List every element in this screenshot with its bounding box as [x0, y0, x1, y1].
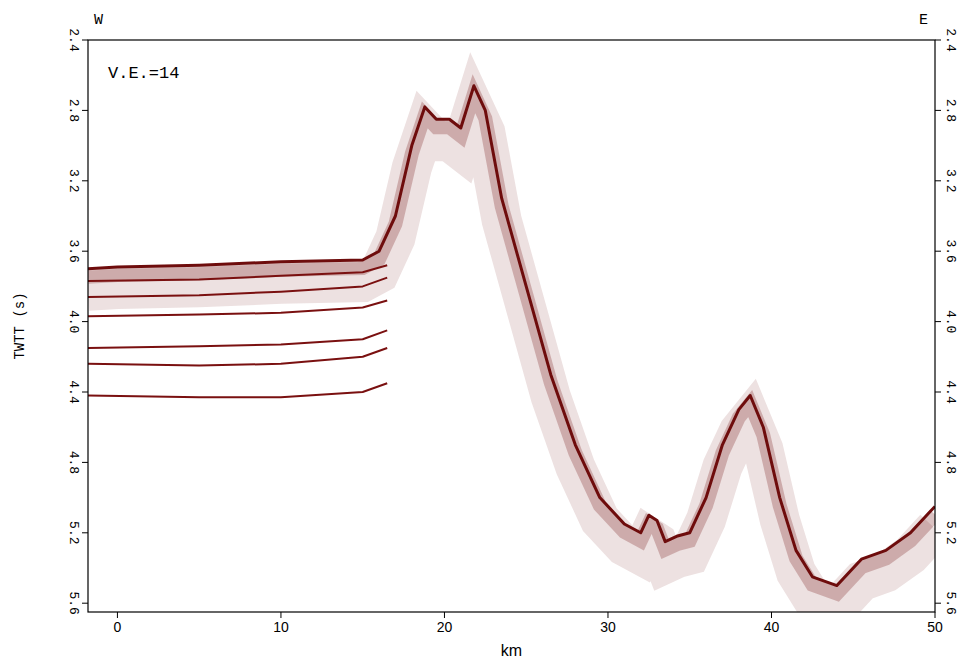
- seismic-band: [88, 94, 935, 594]
- plot-area: [88, 86, 935, 608]
- x-tick: [607, 612, 608, 618]
- y-tick: [82, 180, 88, 181]
- x-tick-label: 40: [764, 619, 780, 635]
- y-tick-label: 5.2: [943, 521, 958, 544]
- y-tick-label: 4.8: [943, 451, 958, 474]
- y-tick: [82, 532, 88, 533]
- y-tick: [935, 110, 941, 111]
- y-tick: [82, 40, 88, 41]
- y-tick: [82, 392, 88, 393]
- y-tick-label: 4.4: [66, 380, 81, 404]
- y-tick-label: 4.0: [943, 310, 958, 333]
- x-tick-label: 50: [927, 619, 943, 635]
- x-tick-label: 20: [437, 619, 453, 635]
- y-tick-label: 5.6: [66, 591, 81, 614]
- seismic-band: [88, 108, 935, 608]
- y-tick-label: 2.4: [66, 28, 81, 52]
- plot-frame: [88, 40, 935, 612]
- reflector-line: [88, 301, 387, 317]
- x-tick-label: 10: [273, 619, 289, 635]
- y-tick-label: 3.6: [943, 239, 958, 262]
- y-tick: [82, 110, 88, 111]
- seafloor-line: [88, 86, 935, 586]
- y-tick-label: 2.8: [66, 99, 81, 122]
- reflector-line: [88, 265, 387, 281]
- reflector-line: [88, 330, 387, 348]
- x-tick: [771, 612, 772, 618]
- y-tick-label: 3.6: [66, 239, 81, 262]
- annotation: V.E.=14: [108, 64, 179, 83]
- x-tick: [444, 612, 445, 618]
- x-tick: [280, 612, 281, 618]
- y-tick: [935, 251, 941, 252]
- y-tick: [935, 392, 941, 393]
- y-tick: [935, 603, 941, 604]
- y-tick-label: 3.2: [66, 169, 81, 192]
- y-tick: [935, 180, 941, 181]
- reflector-line: [88, 383, 387, 397]
- y-tick: [82, 462, 88, 463]
- y-tick: [82, 603, 88, 604]
- direction-label: W: [94, 12, 103, 29]
- y-tick: [82, 251, 88, 252]
- chart: 0 10 20 30 40 50 2.4 2.4 2.8 2.8 3.2 3.2 3.6 3.6 4.0 4.…: [0, 0, 972, 669]
- y-tick-label: 5.2: [66, 521, 81, 544]
- y-tick-label: 3.2: [943, 169, 958, 192]
- reflector-line: [88, 348, 387, 366]
- y-tick: [935, 40, 941, 41]
- direction-label: E: [919, 12, 928, 29]
- y-tick-label: 2.8: [943, 99, 958, 122]
- y-tick: [935, 462, 941, 463]
- y-tick-label: 5.6: [943, 591, 958, 614]
- y-tick-label: 4.0: [66, 310, 81, 333]
- y-tick-label: 4.8: [66, 451, 81, 474]
- y-tick-label: 2.4: [943, 28, 958, 52]
- y-tick: [935, 532, 941, 533]
- x-tick: [117, 612, 118, 618]
- x-tick: [935, 612, 936, 618]
- y-tick: [82, 321, 88, 322]
- x-tick-label: 0: [114, 619, 122, 635]
- y-tick-label: 4.4: [943, 380, 958, 404]
- y-axis-title: TWTT (s): [12, 292, 28, 359]
- y-tick: [935, 321, 941, 322]
- x-tick-label: 30: [600, 619, 616, 635]
- reflector-line: [88, 278, 387, 297]
- x-axis-title: km: [501, 642, 522, 659]
